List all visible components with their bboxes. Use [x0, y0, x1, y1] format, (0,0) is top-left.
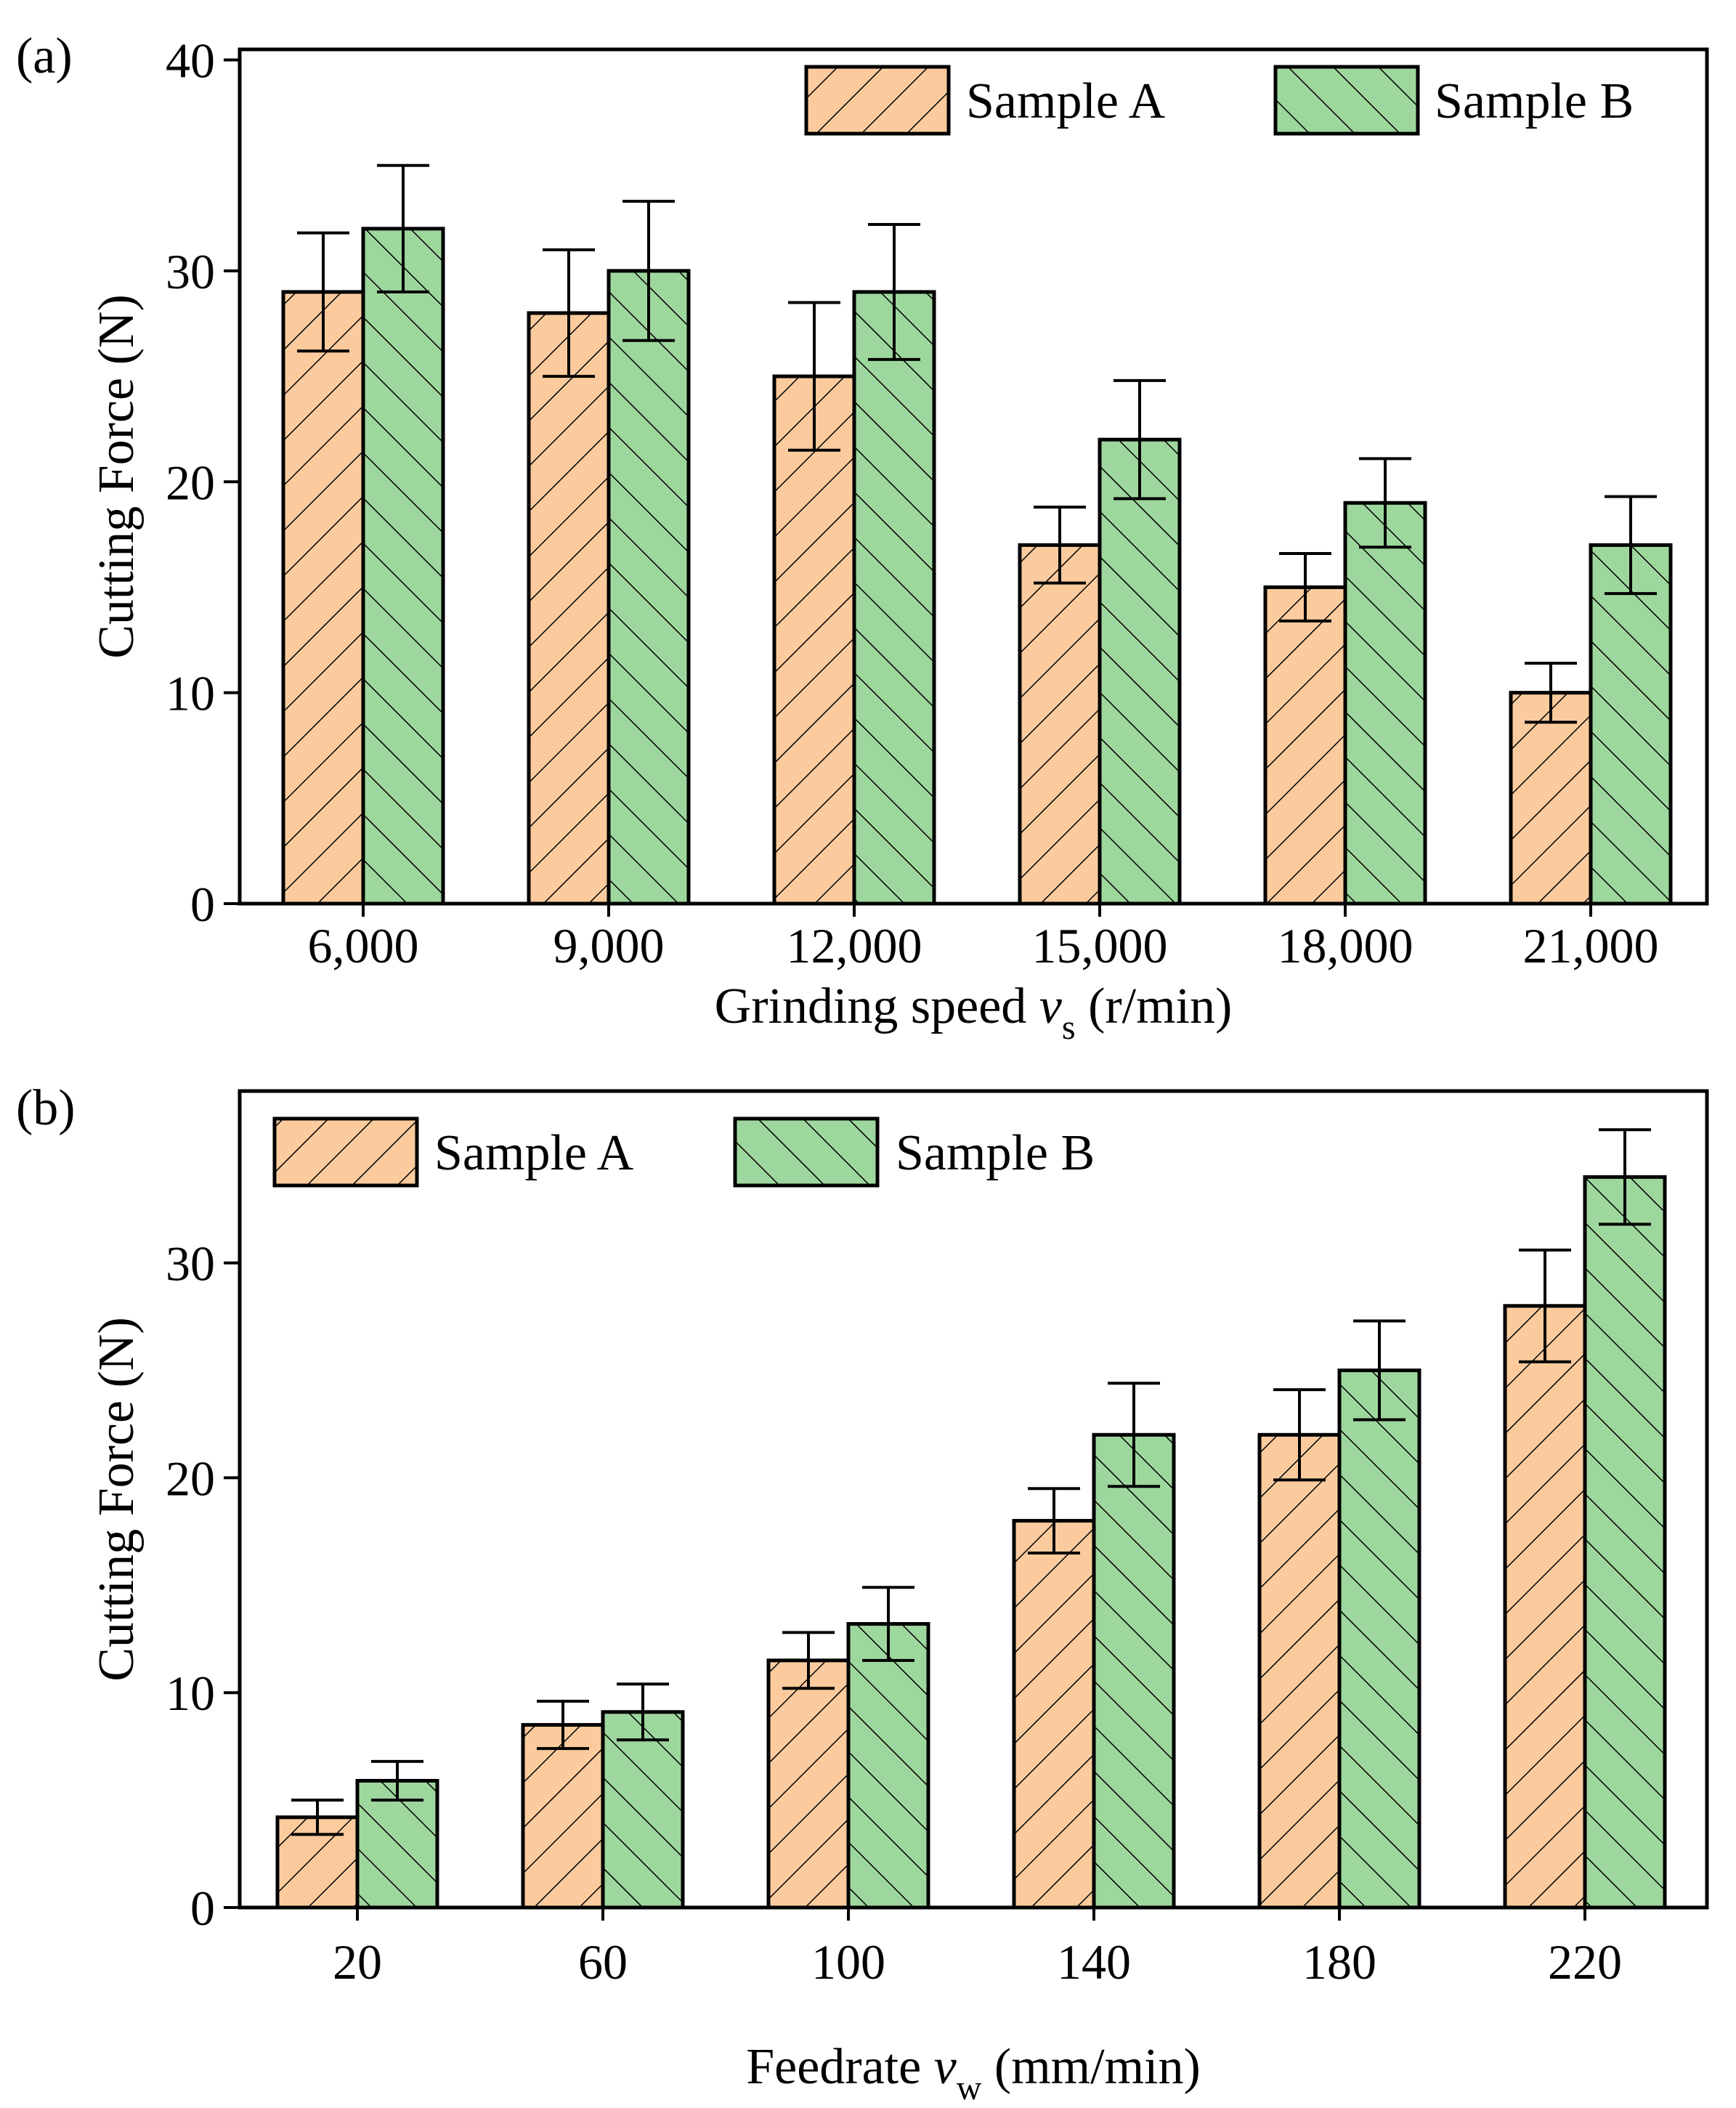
error-bar: [1359, 457, 1411, 549]
error-bar: [1279, 551, 1331, 623]
error-bar: [617, 1682, 669, 1742]
error-bar: [1028, 1487, 1080, 1554]
x-tick-label: 60: [578, 1934, 628, 1990]
x-axis-label-subscript: w: [957, 2069, 982, 2107]
y-tick-label: 20: [166, 1451, 215, 1506]
bar-sample-b: [607, 269, 691, 906]
bar-sample-a: [1509, 691, 1593, 906]
x-axis-label-variable: v: [934, 2039, 957, 2095]
bar-sample-a: [1012, 1519, 1096, 1910]
error-bar: [1034, 506, 1086, 585]
x-tick-label: 20: [333, 1934, 382, 1990]
bar-sample-b: [846, 1622, 930, 1910]
error-bar: [297, 231, 349, 353]
x-tick-label: 100: [811, 1934, 885, 1990]
x-axis-label-unit: (mm/min): [981, 2039, 1200, 2095]
bar-sample-a: [1018, 543, 1102, 906]
error-bar: [291, 1799, 344, 1836]
x-tick-label: 180: [1302, 1934, 1376, 1990]
error-bar: [1599, 1128, 1651, 1226]
y-tick-label: 30: [166, 244, 215, 299]
bar-sample-b: [1092, 1432, 1176, 1910]
x-tick-label: 6,000: [308, 918, 419, 973]
legend-item-sample-b: Sample B: [1273, 65, 1634, 136]
bar-sample-a: [1263, 585, 1347, 906]
y-axis-label: Cutting Force (N): [89, 294, 145, 659]
bar-sample-b: [852, 290, 936, 906]
panel-label: (a): [16, 28, 73, 84]
bar-sample-b: [355, 1778, 439, 1910]
y-tick-label: 10: [166, 1666, 215, 1721]
y-tick-label: 20: [166, 455, 215, 510]
y-tick-label: 40: [166, 33, 215, 89]
error-bar: [537, 1700, 589, 1751]
bar-sample-b: [1337, 1369, 1421, 1910]
x-axis-label-subscript: s: [1062, 1008, 1076, 1047]
plot-frame: [238, 1089, 1709, 1910]
panel-a-chart: (a) 6,000 9,000 12,000 15,000 18,000 21,000 0 10…: [16, 28, 1709, 1047]
legend-swatch: [804, 65, 951, 136]
y-axis-label: Cutting Force (N): [89, 1317, 145, 1682]
x-tick-label: 9,000: [553, 918, 665, 973]
x-axis-label-variable: v: [1039, 978, 1063, 1034]
bar-sample-a: [521, 1723, 605, 1910]
x-axis-label-main: Feedrate: [746, 2039, 933, 2095]
bar-sample-a: [766, 1658, 851, 1910]
x-tick-label: 220: [1548, 1934, 1622, 1990]
error-bar: [1605, 495, 1657, 596]
bar-sample-b: [1343, 500, 1427, 906]
error-bar: [543, 248, 595, 378]
x-tick-label: 18,000: [1278, 918, 1413, 973]
x-tick-label: 21,000: [1523, 918, 1659, 973]
legend-label: Sample B: [1435, 73, 1634, 129]
legend-swatch: [272, 1116, 419, 1188]
error-bar: [1519, 1248, 1571, 1363]
legend-swatch: [1273, 65, 1420, 136]
y-tick-label: 10: [166, 666, 215, 721]
error-bar: [862, 1586, 914, 1662]
bar-sample-a: [527, 311, 611, 906]
bar-sample-b: [1583, 1175, 1667, 1910]
error-bar: [1108, 1382, 1160, 1488]
legend-item-sample-a: Sample A: [804, 65, 1166, 136]
legend-label: Sample B: [896, 1125, 1095, 1181]
legend-item-sample-b: Sample B: [733, 1116, 1095, 1188]
legend-label: Sample A: [966, 73, 1166, 129]
panel-b-chart: (b) 20 60 100 140 180 220 0 10 20 30 Cutting Force …: [16, 1080, 1709, 2107]
legend-item-sample-a: Sample A: [272, 1116, 634, 1188]
error-bar: [622, 200, 675, 342]
error-bar: [1114, 378, 1166, 500]
bar-sample-a: [281, 290, 365, 906]
legend-swatch: [733, 1116, 880, 1188]
error-bar: [371, 1759, 423, 1802]
error-bar: [782, 1631, 835, 1690]
error-bar: [788, 301, 840, 452]
error-bar: [377, 163, 429, 293]
error-bar: [1353, 1319, 1406, 1422]
bar-sample-b: [1098, 437, 1182, 906]
x-axis-label: Grinding speed vs (r/min): [715, 978, 1233, 1047]
bar-sample-a: [1503, 1304, 1587, 1910]
y-tick-label: 0: [190, 877, 215, 932]
x-axis-label-main: Grinding speed: [715, 978, 1039, 1034]
bar-sample-b: [1589, 543, 1673, 906]
x-tick-label: 15,000: [1032, 918, 1168, 973]
plot-frame: [238, 47, 1709, 906]
x-axis-label-unit: (r/min): [1076, 978, 1233, 1034]
y-tick-label: 30: [166, 1236, 215, 1292]
bar-sample-a: [772, 374, 856, 906]
x-tick-label: 140: [1057, 1934, 1131, 1990]
error-bar: [868, 223, 920, 361]
panel-label: (b): [16, 1080, 76, 1136]
legend-label: Sample A: [434, 1125, 634, 1181]
error-bar: [1525, 661, 1577, 724]
bar-sample-b: [361, 227, 445, 906]
y-tick-label: 0: [190, 1881, 215, 1936]
bar-sample-a: [1257, 1432, 1342, 1910]
error-bar: [1273, 1388, 1326, 1482]
x-axis-label: Feedrate vw (mm/min): [746, 2039, 1201, 2107]
x-tick-label: 12,000: [787, 918, 922, 973]
